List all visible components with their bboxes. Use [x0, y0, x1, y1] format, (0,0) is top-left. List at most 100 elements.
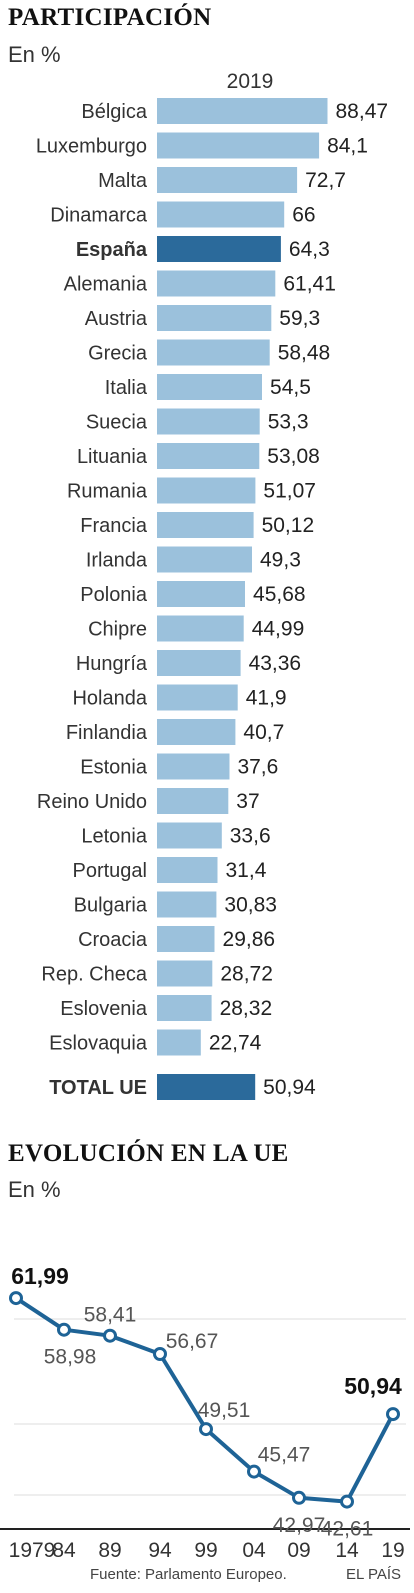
- bar: [157, 477, 256, 504]
- bar-category-label: Rumania: [67, 481, 148, 503]
- bar-category-label: Bélgica: [81, 101, 147, 123]
- point-value-label: 58,98: [44, 1346, 97, 1369]
- bar: [157, 546, 252, 573]
- x-tick-label: 84: [52, 1539, 76, 1560]
- bar-category-label: Eslovenia: [60, 998, 148, 1020]
- bar-value-label: 53,3: [268, 411, 309, 434]
- bar-category-label: Portugal: [73, 860, 148, 882]
- data-point: [153, 1347, 167, 1361]
- bar-value-label: 72,7: [305, 169, 346, 192]
- bar: [157, 98, 328, 124]
- bar-category-label: TOTAL UE: [49, 1077, 147, 1099]
- bar-value-label: 50,94: [263, 1076, 316, 1099]
- bar-category-label: Holanda: [72, 688, 147, 710]
- bar-value-label: 28,32: [220, 997, 273, 1020]
- bar-value-label: 29,86: [223, 928, 276, 951]
- bar: [157, 581, 245, 607]
- bar: [157, 822, 222, 849]
- bar-category-label: Italia: [105, 377, 148, 399]
- bar: [157, 443, 260, 469]
- point-value-label: 61,99: [11, 1263, 69, 1289]
- bar: [157, 615, 244, 642]
- point-value-label: 58,41: [84, 1304, 137, 1327]
- brand-logo-text: EL PAÍS: [346, 1566, 402, 1583]
- bar-category-label: Francia: [80, 515, 148, 537]
- bar-value-label: 64,3: [289, 238, 330, 261]
- point-value-label: 42,61: [321, 1518, 374, 1541]
- bar-category-label: Luxemburgo: [36, 136, 147, 158]
- bar-value-label: 84,1: [327, 135, 368, 158]
- bar: [157, 891, 217, 918]
- bar-value-label: 50,12: [262, 514, 315, 537]
- bar-value-label: 88,47: [336, 100, 389, 123]
- data-point: [386, 1407, 400, 1422]
- bar-value-label: 37: [236, 790, 259, 813]
- participacion-subtitle: En %: [8, 42, 61, 67]
- bar: [157, 339, 270, 366]
- x-tick-label: 14: [335, 1539, 359, 1560]
- bar: [157, 926, 215, 952]
- bar-value-label: 51,07: [263, 480, 316, 503]
- data-point: [292, 1490, 306, 1505]
- bar: [157, 512, 254, 538]
- bar-category-label: Alemania: [64, 274, 148, 296]
- bar-category-label: Eslovaquia: [49, 1033, 148, 1055]
- bar-category-label: Dinamarca: [50, 205, 148, 227]
- x-tick-label: 89: [98, 1539, 121, 1560]
- bar: [157, 719, 236, 745]
- bar: [157, 684, 238, 711]
- bar-value-label: 61,41: [283, 273, 336, 296]
- evolucion-title: EVOLUCIÓN EN LA UE: [8, 1140, 289, 1167]
- x-tick-label: 09: [287, 1539, 310, 1560]
- data-point: [9, 1291, 23, 1306]
- x-tick-label: 94: [148, 1539, 172, 1560]
- x-tick-label: 99: [194, 1539, 217, 1560]
- bar-category-label: Grecia: [88, 343, 148, 365]
- evolucion-subtitle: En %: [8, 1177, 61, 1202]
- data-point: [247, 1464, 261, 1479]
- bar-value-label: 59,3: [279, 307, 320, 330]
- bar-value-label: 53,08: [267, 445, 320, 468]
- x-tick-label: 1979: [9, 1539, 56, 1560]
- bar-value-label: 54,5: [270, 376, 311, 399]
- bar: [157, 270, 276, 297]
- bar: [157, 374, 262, 400]
- bar: [157, 1074, 256, 1100]
- bar-category-label: Reino Unido: [37, 791, 147, 813]
- bar-category-label: Chipre: [88, 619, 147, 641]
- bar-value-label: 22,74: [209, 1032, 262, 1055]
- x-tick-label: 04: [242, 1539, 266, 1560]
- bar-value-label: 30,83: [224, 894, 277, 917]
- bar: [157, 201, 285, 228]
- bar-category-label: Austria: [85, 308, 148, 330]
- bar: [157, 857, 218, 883]
- bar-category-label: Lituania: [77, 446, 148, 468]
- bar-category-label: Letonia: [81, 826, 147, 848]
- bar: [157, 995, 212, 1021]
- participacion-title: PARTICIPACIÓN: [8, 4, 212, 31]
- bar-category-label: Bulgaria: [74, 895, 148, 917]
- bar: [157, 753, 230, 780]
- point-value-label: 42,97: [273, 1514, 326, 1537]
- bar-value-label: 41,9: [246, 687, 287, 710]
- bar-category-label: Rep. Checa: [41, 964, 147, 986]
- bar-category-label: Hungría: [76, 653, 148, 675]
- bar: [157, 305, 272, 331]
- source-note: Fuente: Parlamento Europeo.: [90, 1566, 287, 1583]
- column-year-label: 2019: [227, 70, 274, 93]
- bar: [157, 788, 229, 814]
- bar-value-label: 37,6: [237, 756, 278, 779]
- bar: [157, 132, 320, 159]
- bar: [157, 960, 213, 987]
- bar-category-label: Malta: [98, 170, 148, 192]
- bar: [157, 1029, 201, 1056]
- bar-category-label: Finlandia: [66, 722, 148, 744]
- data-point: [199, 1422, 213, 1437]
- bar-value-label: 31,4: [226, 859, 267, 882]
- point-value-label: 49,51: [198, 1399, 251, 1422]
- bar-value-label: 58,48: [278, 342, 331, 365]
- bar-value-label: 40,7: [243, 721, 284, 744]
- bar: [157, 650, 241, 676]
- bar-value-label: 66: [292, 204, 315, 227]
- point-value-label: 56,67: [166, 1330, 219, 1353]
